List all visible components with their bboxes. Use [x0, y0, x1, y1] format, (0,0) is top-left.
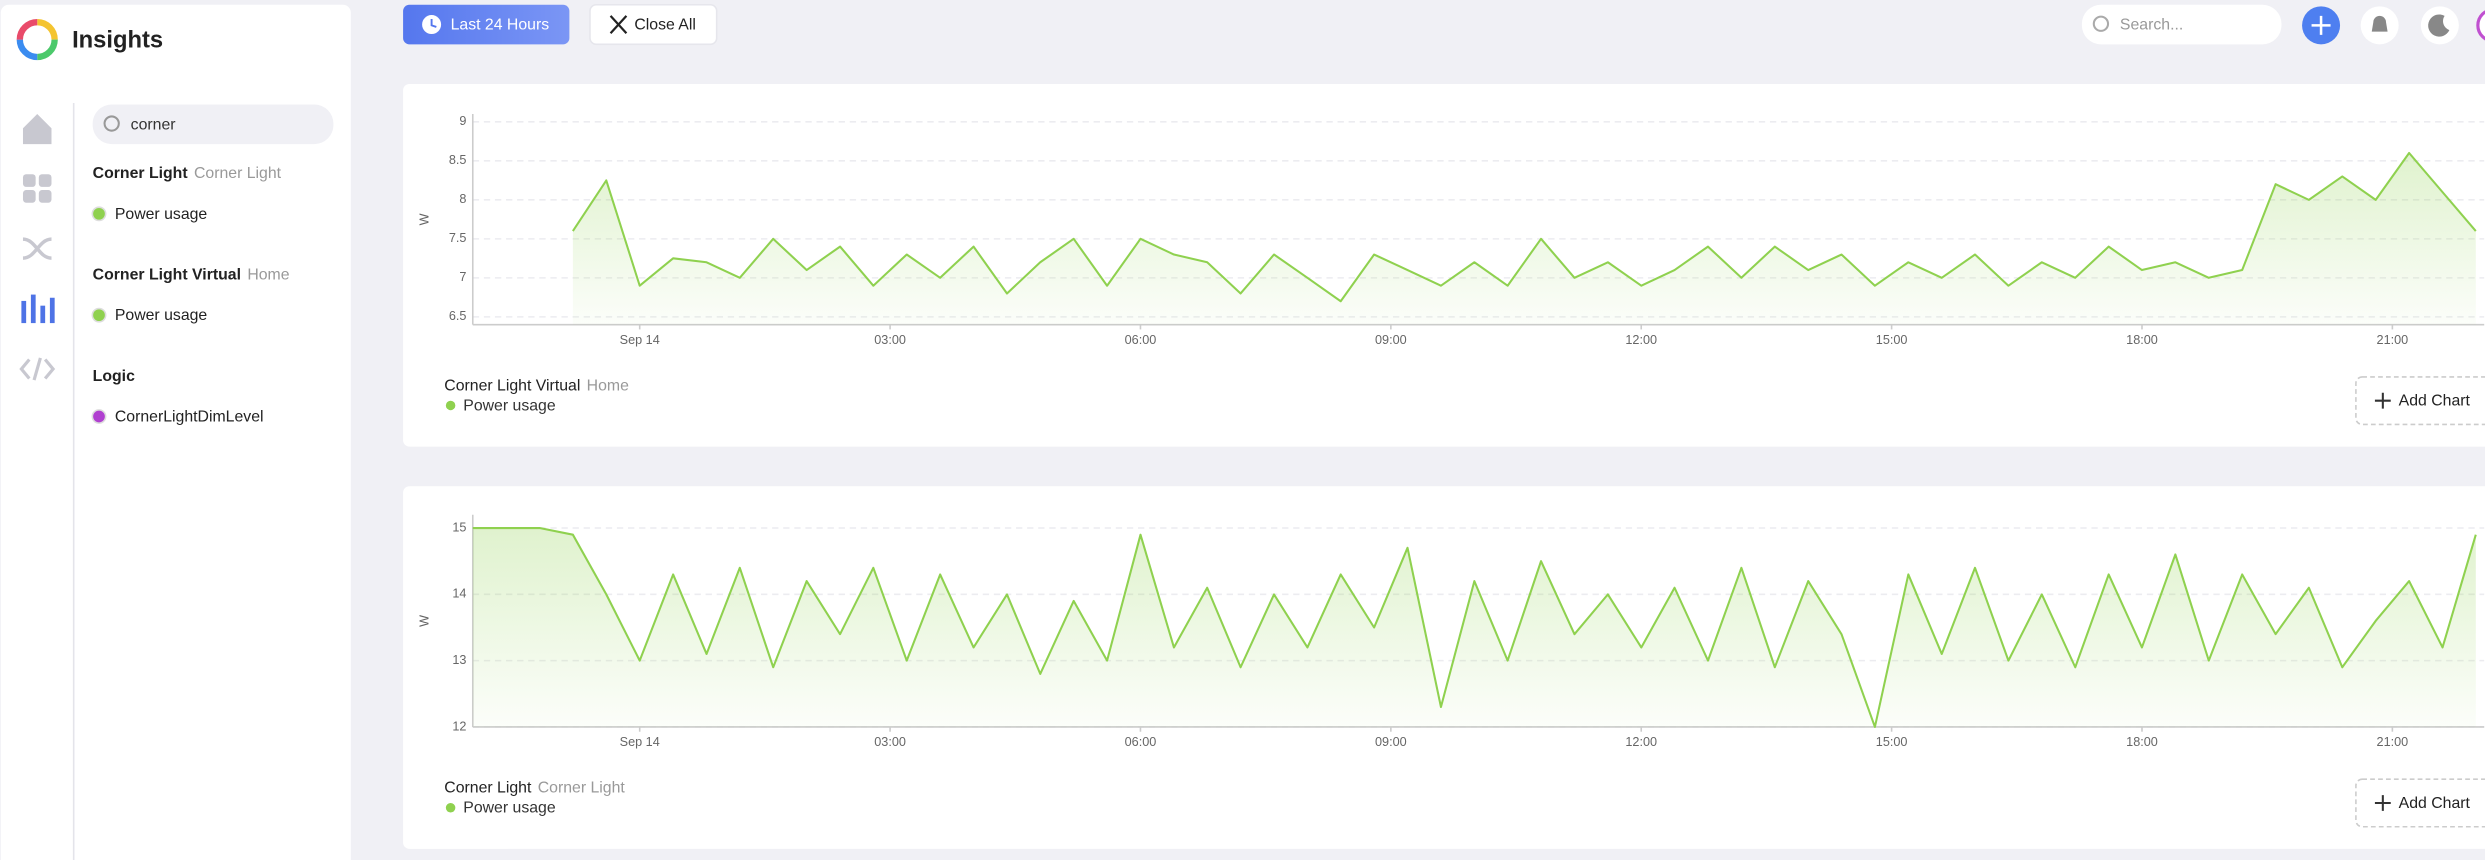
- x-tick-label: Sep 14: [620, 333, 660, 347]
- nav-rules[interactable]: [22, 237, 52, 260]
- y-axis-label: W: [418, 615, 432, 627]
- x-tick-label: 09:00: [1375, 735, 1407, 749]
- nav-dashboard[interactable]: [22, 174, 52, 203]
- search-icon: [103, 115, 120, 132]
- item-label[interactable]: CornerLightDimLevel: [115, 409, 264, 426]
- top-search-placeholder: Search...: [2120, 17, 2183, 34]
- x-tick-label: 15:00: [1876, 735, 1908, 749]
- panel-bg: [403, 486, 2485, 849]
- x-tick-label: 18:00: [2126, 333, 2158, 347]
- x-tick-label: Sep 14: [620, 735, 660, 749]
- search-icon: [2092, 15, 2110, 32]
- item-dot: [91, 206, 107, 222]
- range-button-label: Last 24 Hours: [451, 17, 550, 34]
- x-tick-label: 06:00: [1125, 333, 1157, 347]
- x-tick-label: 15:00: [1876, 333, 1908, 347]
- close-icon: [609, 15, 628, 35]
- y-tick-label: 7: [459, 270, 466, 284]
- y-tick-label: 9: [459, 114, 466, 128]
- group-header: Corner Light Virtual Home: [93, 267, 290, 284]
- close-button[interactable]: [589, 3, 718, 46]
- series-line: [472, 527, 2477, 728]
- plus-icon: [2374, 795, 2391, 811]
- group-location: Corner Light: [194, 165, 282, 182]
- area: [472, 528, 2476, 727]
- series-line: [572, 151, 2477, 303]
- device-location: Corner Light: [538, 780, 626, 797]
- add-chart-button[interactable]: [2355, 376, 2485, 426]
- range-button[interactable]: [403, 4, 570, 45]
- y-tick-label: 8: [459, 192, 466, 206]
- device-name: Corner Light Virtual: [444, 378, 580, 395]
- plus-icon: [2311, 15, 2331, 35]
- y-tick-label: 15: [452, 520, 466, 534]
- top-search[interactable]: [2081, 4, 2282, 45]
- plus-icon: [2374, 392, 2391, 409]
- group-header: Logic: [93, 368, 135, 385]
- nav-insights[interactable]: [21, 294, 55, 324]
- y-tick-label: 12: [452, 719, 466, 733]
- area: [572, 152, 2476, 325]
- legend-dot: [445, 400, 456, 411]
- y-tick-label: 7.5: [449, 231, 467, 245]
- y-tick-label: 13: [452, 653, 466, 667]
- avatar[interactable]: [2476, 10, 2485, 42]
- device-name: Corner Light: [444, 780, 532, 797]
- x-tick-label: 09:00: [1375, 333, 1407, 347]
- legend-label: Power usage: [463, 397, 556, 414]
- device-location: Home: [587, 378, 629, 395]
- item-label[interactable]: Power usage: [115, 307, 208, 324]
- legend-title: Corner Light Virtual Home: [444, 378, 629, 395]
- x-tick-label: 21:00: [2377, 333, 2409, 347]
- bell-icon: [2371, 15, 2388, 32]
- x-tick-label: 12:00: [1625, 333, 1657, 347]
- moon-icon: [2428, 14, 2450, 37]
- y-tick-label: 6.5: [449, 309, 467, 323]
- nav-home[interactable]: [22, 114, 52, 145]
- y-tick-label: 14: [452, 587, 466, 601]
- app-title: Insights: [72, 26, 163, 53]
- item-label[interactable]: Power usage: [115, 206, 208, 223]
- add-chart-button[interactable]: [2355, 778, 2485, 828]
- add-chart-label: Add Chart: [2399, 795, 2471, 812]
- x-tick-label: 06:00: [1125, 735, 1157, 749]
- x-tick-label: 18:00: [2126, 735, 2158, 749]
- sidebar-search[interactable]: [92, 104, 334, 145]
- logo: [16, 19, 58, 61]
- item-dot: [91, 409, 107, 424]
- y-axis-label: W: [418, 213, 432, 225]
- legend-dot: [445, 802, 456, 813]
- close-button-label: Close All: [634, 17, 696, 34]
- add-chart-label: Add Chart: [2399, 393, 2471, 410]
- legend-title: Corner Light Corner Light: [444, 780, 625, 797]
- x-tick-label: 03:00: [874, 333, 906, 347]
- search-text: corner: [131, 116, 177, 133]
- nav-code[interactable]: [19, 357, 56, 381]
- group-header: Corner Light Corner Light: [93, 165, 282, 182]
- group-location: Home: [247, 267, 289, 284]
- x-tick-label: 21:00: [2377, 735, 2409, 749]
- group-name: Corner Light Virtual: [93, 267, 241, 284]
- x-tick-label: 12:00: [1625, 735, 1657, 749]
- y-tick-label: 8.5: [449, 153, 467, 167]
- chart-panel: 6.5 7 7.5 8 8.5 9 Sep 14 03:00 06:00 09:00 12:00 15…: [403, 83, 2485, 447]
- item-dot: [91, 307, 107, 323]
- group-name: Corner Light: [93, 165, 189, 182]
- chart-panel: 12 13 14 15 Sep 14 03:00 06:00 09:00 12:00 15:00 1…: [403, 486, 2485, 849]
- sidebar: [0, 4, 351, 860]
- panel-bg: [403, 83, 2485, 447]
- group-name: Logic: [93, 368, 135, 385]
- x-tick-label: 03:00: [874, 735, 906, 749]
- legend-label: Power usage: [463, 800, 556, 817]
